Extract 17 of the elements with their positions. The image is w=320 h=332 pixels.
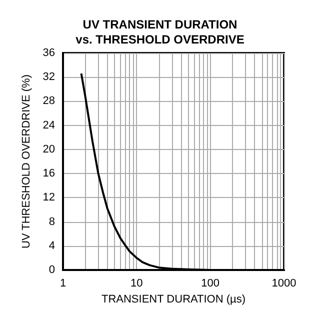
- x-tick-label: 1: [60, 278, 66, 290]
- y-tick-label: 24: [42, 119, 55, 132]
- y-tick-label: 32: [42, 71, 55, 84]
- y-tick-label: 0: [48, 264, 55, 276]
- y-tick-label: 8: [48, 216, 55, 228]
- x-tick-label: 10: [130, 278, 143, 290]
- y-tick-label: 28: [42, 95, 55, 108]
- x-axis-title: TRANSIENT DURATION (µs): [101, 294, 246, 306]
- y-tick-label: 12: [42, 192, 55, 204]
- y-axis-title: UV THRESHOLD OVERDRIVE (%): [20, 74, 32, 248]
- x-tick-label: 100: [201, 278, 220, 290]
- y-tick-label: 20: [42, 143, 55, 156]
- x-tick-label: 1000: [272, 278, 296, 290]
- y-tick-label: 36: [42, 47, 55, 59]
- y-tick-label: 16: [42, 168, 55, 180]
- y-tick-label: 4: [48, 240, 55, 252]
- chart-title: UV TRANSIENT DURATION vs. THRESHOLD OVERDRIVE: [76, 18, 244, 46]
